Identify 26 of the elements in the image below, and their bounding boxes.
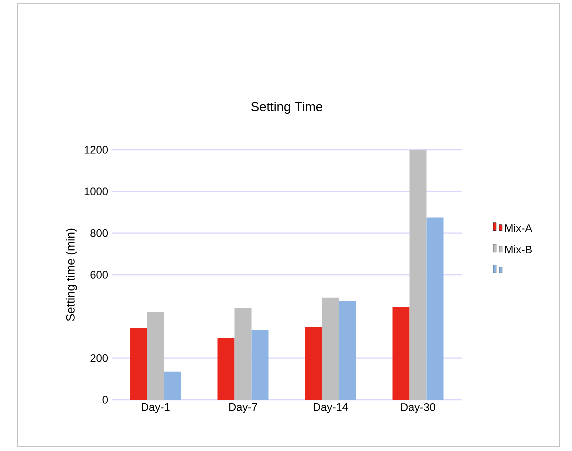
chart-title: Setting Time xyxy=(251,102,323,114)
bar xyxy=(252,330,269,400)
bar xyxy=(392,307,410,400)
x-tick-label: Day-1 xyxy=(142,404,170,414)
bar xyxy=(305,327,322,400)
bar xyxy=(339,301,356,400)
y-tick-label: 0 xyxy=(102,396,108,404)
bar xyxy=(426,218,444,400)
bar xyxy=(410,150,427,400)
bar xyxy=(164,372,182,400)
y-tick-label: 1200 xyxy=(84,146,108,154)
y-axis-title: Setting time (min) xyxy=(66,228,78,322)
bar xyxy=(234,308,252,400)
legend-label: Mix-A xyxy=(505,224,533,232)
bar xyxy=(322,298,340,400)
y-tick-label: 200 xyxy=(90,354,108,362)
bar xyxy=(147,312,164,400)
x-tick-label: Day-14 xyxy=(314,404,348,414)
bar xyxy=(130,328,148,400)
legend-label: Mix-B xyxy=(505,246,532,254)
bar xyxy=(218,338,235,400)
y-tick-label: 600 xyxy=(90,271,108,279)
y-tick-label: 1000 xyxy=(84,188,108,196)
x-tick-label: Day-7 xyxy=(230,404,258,414)
y-tick-label: 800 xyxy=(90,229,108,238)
x-tick-label: Day-30 xyxy=(401,404,436,414)
